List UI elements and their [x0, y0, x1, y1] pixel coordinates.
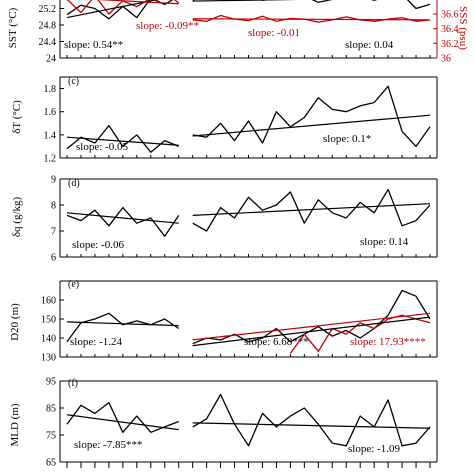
panel-e-ytick-label: 130 [41, 353, 56, 364]
panel-f-label: (f) [68, 378, 78, 389]
panel-b-trend-line-red-seg1 [192, 18, 431, 21]
panel-c-ytick-label: 1.4 [44, 130, 57, 141]
panel-f-ytick-label: 75 [46, 431, 56, 442]
panel-e-ytick-label: 140 [41, 334, 56, 345]
panel-f-trend-line-black-seg1 [192, 422, 431, 429]
panel-f-slope-right: slope: -1.09 [348, 443, 400, 455]
panel-c-series-line-black-seg1 [192, 85, 431, 148]
panel-e-ytick-label: 160 [41, 296, 56, 307]
panel-e-series-line-black-seg0 [66, 312, 180, 343]
panel-b-slope-left-sss: slope: -0.09** [136, 20, 199, 32]
panel-b-trend-line-red-seg0 [96, 0, 179, 5]
panel-f-ytick-label: 85 [46, 404, 56, 415]
panel-d-ytick-label: 7 [51, 227, 56, 238]
panel-c-delta-t: (c) δT (°C) slope: -0.05 slope: 0.1* 1.2… [11, 76, 438, 165]
panel-c-slope-left: slope: -0.05 [76, 141, 128, 153]
panel-e-d20: (e) D20 (m) slope: -1.24 slope: 6.68*** … [9, 279, 438, 364]
panel-f-slope-left: slope: -7.85*** [74, 439, 142, 451]
panel-d-series-line-black-seg0 [66, 206, 180, 237]
panel-d-ytick-label: 6 [51, 253, 56, 264]
panel-d-ytick-label: 8 [51, 201, 56, 212]
panel-b-ytick-label: 24.4 [39, 37, 57, 48]
panel-d-trend-line-black-seg1 [192, 203, 431, 216]
panel-e-trend-line-black-seg0 [66, 321, 179, 327]
panel-b-right-ytick-label: 36.4 [441, 24, 459, 35]
panel-c-ytick-label: 1.2 [44, 154, 57, 165]
panel-b-trend-line-black-seg1 [192, 0, 300, 2]
panel-b-right-ytick-label: 36.6 [441, 10, 459, 21]
panel-e-label: (e) [68, 279, 79, 290]
panel-e-trend-line-red-seg1 [192, 312, 431, 341]
panel-d-ytick-label: 9 [51, 175, 56, 186]
panel-d-trend-line-black-seg0 [66, 212, 179, 224]
panel-c-trend-line-black-seg1 [192, 114, 431, 137]
panel-b-ytick-label: 24.8 [39, 21, 57, 32]
panel-b-right-ytick-label: 36 [441, 54, 451, 65]
panel-d-label: (d) [68, 178, 80, 189]
panel-c-ylabel: δT (°C) [11, 100, 23, 134]
panel-d-series-line-black-seg1 [192, 188, 431, 232]
panel-b-ylabel-left: SST (°C) [7, 7, 19, 48]
panel-b-slope-right-sss: slope: -0.01 [248, 27, 300, 39]
panel-d-slope-left: slope: -0.06 [72, 239, 124, 251]
panel-b-series-line-black-seg1 [192, 0, 431, 10]
panel-f-ytick-label: 95 [46, 377, 56, 388]
panel-f-series-line-black-seg1 [192, 393, 431, 447]
panel-e-trend-line-black-seg1 [192, 316, 431, 347]
panel-b-ytick-label: 25.2 [39, 4, 57, 15]
panel-c-trend-line-black-seg0 [66, 136, 179, 146]
panel-c-slope-right: slope: 0.1* [323, 133, 371, 145]
panel-b-sst-sss: SST (°C) SSS (psu) slope: 0.54** slope: … [7, 0, 469, 65]
panel-e-slope-left: slope: -1.24 [70, 336, 122, 348]
panel-e-slope-right-red: slope: 17.93**** [350, 336, 426, 348]
panel-b-slope-left-sst: slope: 0.54** [64, 39, 123, 51]
panel-c-ytick-label: 1.6 [44, 107, 57, 118]
panel-b-right-ytick-label: 36.2 [441, 39, 459, 50]
panel-f-mld: (f) MLD (m) slope: -7.85*** slope: -1.09… [9, 377, 438, 469]
panel-f-trend-line-black-seg0 [66, 414, 179, 431]
panel-f-ytick-label: 65 [46, 458, 56, 469]
panel-f-ylabel: MLD (m) [9, 403, 21, 446]
panel-d-delta-q: (d) δq (g/kg) slope: -0.06 slope: 0.14 6… [11, 175, 438, 264]
panel-d-ylabel: δq (g/kg) [11, 197, 23, 238]
panel-e-ytick-label: 150 [41, 315, 56, 326]
panel-c-label: (c) [68, 76, 79, 87]
panel-b-slope-right-sst: slope: 0.04 [345, 39, 394, 51]
panel-c-ytick-label: 1.8 [44, 84, 57, 95]
panel-e-ylabel: D20 (m) [9, 303, 21, 341]
panel-b-ytick-label: 24 [46, 54, 56, 65]
panel-f-series-line-black-seg0 [66, 401, 179, 433]
panel-b-trend-line-black-seg0 [66, 0, 159, 19]
panel-d-slope-right: slope: 0.14 [360, 236, 409, 248]
panel-b-ylabel-right: SSS (psu) [457, 6, 469, 50]
